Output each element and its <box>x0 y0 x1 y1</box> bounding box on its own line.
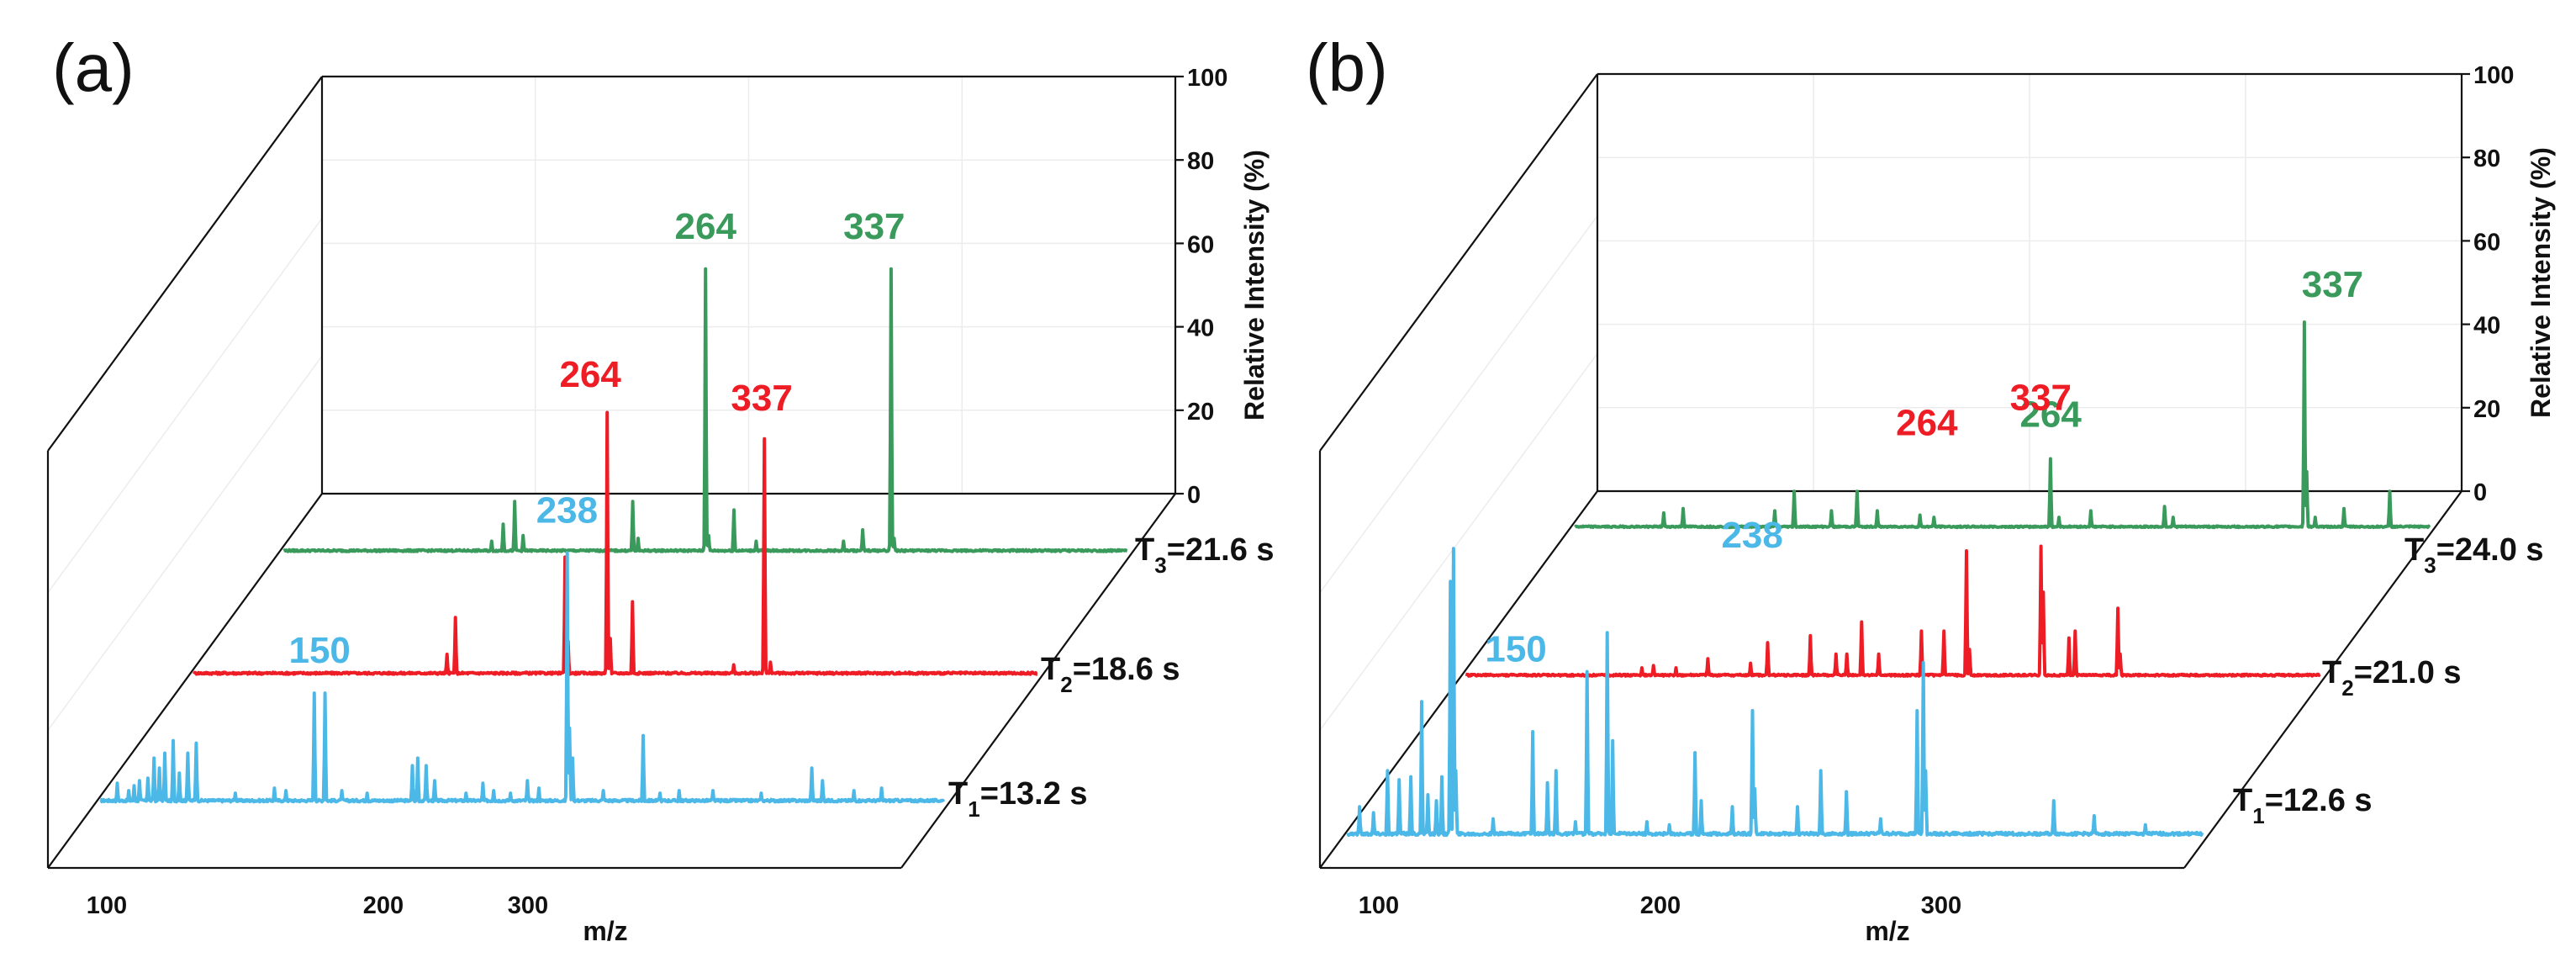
plot-frame <box>1318 72 2463 870</box>
side-wall-gridline <box>1319 215 1598 594</box>
trace-time-value: =13.2 s <box>980 776 1088 812</box>
trace-time-value: =21.6 s <box>1167 532 1275 568</box>
right-floor-edge <box>2183 490 2463 869</box>
trace-name: T <box>2404 532 2424 568</box>
left-top-edge <box>1319 73 1598 452</box>
trace-name: T <box>2322 655 2341 690</box>
intensity-tick-label: 60 <box>1187 231 1214 258</box>
peak-label: 337 <box>843 206 905 247</box>
side-wall-gridline <box>1319 352 1598 731</box>
mz-axis: 100 200 300 m/z <box>1359 892 1961 946</box>
intensity-tick-label: 80 <box>1187 148 1214 175</box>
trace-time-value: =24.0 s <box>2436 532 2544 568</box>
intensity-tick-label: 60 <box>2473 229 2500 256</box>
x-axis-title: m/z <box>1865 916 1909 946</box>
mz-tick-label: 300 <box>508 892 548 919</box>
x-axis-title: m/z <box>583 916 627 946</box>
spectrum-trace <box>282 267 1128 553</box>
mz-tick-label: 200 <box>1640 892 1681 919</box>
trace-name: T <box>1135 532 1154 568</box>
peak-label: 238 <box>536 490 598 532</box>
intensity-tick-label: 40 <box>2473 313 2500 340</box>
trace-time-label: T3=24.0 s <box>2404 532 2544 578</box>
spectrum-trace <box>1346 547 2204 838</box>
trace-name: T <box>2233 783 2252 818</box>
peak-label: 150 <box>288 630 350 671</box>
trace-name: T <box>1041 652 1060 687</box>
intensity-tick-label: 100 <box>1187 65 1227 92</box>
trace-name: T <box>948 776 968 812</box>
side-wall-gridline <box>47 218 323 594</box>
trace-subscript: 1 <box>968 796 979 822</box>
gridlines <box>47 77 1175 731</box>
trace-subscript: 2 <box>2341 675 2353 701</box>
gridlines <box>1319 74 2462 731</box>
peak-label: 264 <box>1896 402 1958 443</box>
peak-label: 337 <box>2010 377 2072 418</box>
right-floor-edge <box>900 493 1176 869</box>
peak-label: 150 <box>1485 629 1546 670</box>
y-axis-title: Relative Intensity (%) <box>1239 150 1270 421</box>
mz-axis: 100 200 300 m/z <box>87 892 628 946</box>
spectrum-t3: 264 337 T3=21.6 s <box>282 206 1275 578</box>
left-top-edge <box>47 76 323 452</box>
intensity-tick-label: 20 <box>1187 399 1214 426</box>
peak-label: 264 <box>2019 394 2082 436</box>
trace-time-label: T2=18.6 s <box>1041 652 1180 697</box>
intensity-tick-label: 20 <box>2473 396 2500 423</box>
panel-label: (a) <box>52 30 135 105</box>
trace-time-label: T3=21.6 s <box>1135 532 1275 578</box>
left-floor-edge <box>1319 490 1598 869</box>
trace-time-value: =18.6 s <box>1073 652 1180 687</box>
plot-frame <box>46 75 1177 870</box>
y-axis-title: Relative Intensity (%) <box>2526 147 2556 418</box>
spectrum-trace <box>99 551 946 804</box>
spectrum-trace <box>1574 320 2431 530</box>
peak-label: 337 <box>731 378 792 419</box>
peak-label: 337 <box>2302 264 2363 305</box>
peak-label: 238 <box>1721 515 1782 556</box>
trace-time-value: =21.0 s <box>2354 655 2462 690</box>
intensity-axis: 0 20 40 60 80 100 Relative Intensity (%) <box>1175 65 1270 509</box>
intensity-tick-label: 100 <box>2473 62 2514 89</box>
panel-a: (a) 0 20 40 60 80 100 Relative Intensity (%) 100… <box>46 30 1275 946</box>
mz-tick-label: 100 <box>1359 892 1399 919</box>
left-floor-edge <box>47 493 323 869</box>
trace-time-value: =12.6 s <box>2265 783 2373 818</box>
peak-label: 264 <box>559 354 621 395</box>
trace-subscript: 3 <box>2424 553 2436 578</box>
trace-subscript: 2 <box>1060 672 1072 697</box>
side-wall-gridline <box>47 355 323 731</box>
intensity-axis: 0 20 40 60 80 100 Relative Intensity (%) <box>2462 62 2556 506</box>
intensity-tick-label: 0 <box>2473 479 2487 506</box>
mz-tick-label: 200 <box>363 892 404 919</box>
panel-label: (b) <box>1306 30 1388 105</box>
trace-time-label: T1=12.6 s <box>2233 783 2373 828</box>
trace-subscript: 1 <box>2252 803 2264 828</box>
intensity-tick-label: 40 <box>1187 315 1214 342</box>
spectrum-trace <box>193 410 1038 676</box>
trace-time-label: T2=21.0 s <box>2322 655 2462 701</box>
spectrum-trace <box>1465 544 2321 678</box>
trace-subscript: 3 <box>1154 553 1166 578</box>
panel-b: (b) 0 20 40 60 80 100 Relative Intensity (%) 100… <box>1306 30 2556 946</box>
intensity-tick-label: 80 <box>2473 145 2500 172</box>
peak-label: 264 <box>675 206 737 247</box>
intensity-tick-label: 0 <box>1187 482 1201 509</box>
mz-tick-label: 300 <box>1921 892 1961 919</box>
trace-time-label: T1=13.2 s <box>948 776 1088 822</box>
mz-tick-label: 100 <box>87 892 127 919</box>
